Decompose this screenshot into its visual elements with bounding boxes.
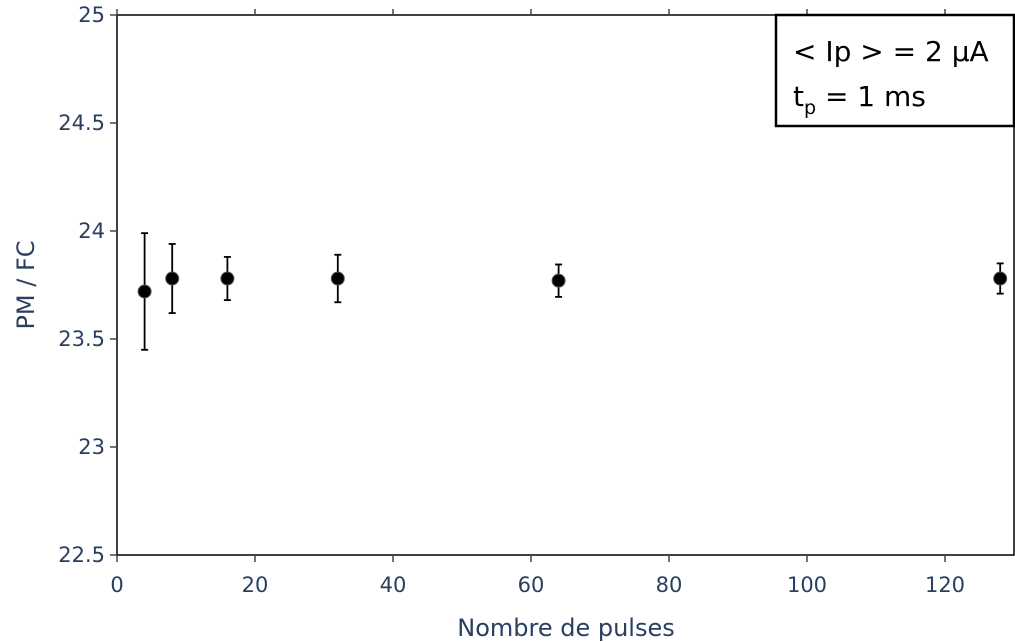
data-point [220, 271, 235, 286]
y-tick-label: 22.5 [58, 543, 105, 567]
x-tick-label: 100 [787, 573, 827, 597]
x-tick-label: 80 [656, 573, 683, 597]
x-tick-label: 120 [925, 573, 965, 597]
x-tick-label: 20 [242, 573, 269, 597]
y-tick-label: 24.5 [58, 111, 105, 135]
data-points [137, 232, 1008, 351]
y-tick-label: 25 [78, 3, 105, 27]
x-tick-label: 40 [380, 573, 407, 597]
data-point-group [137, 232, 152, 351]
y-tick-label: 23 [78, 435, 105, 459]
data-point-group [551, 263, 566, 298]
data-point-group [165, 243, 180, 314]
annotation-subscript: p [804, 97, 816, 119]
annotation-frame [774, 13, 1015, 128]
data-point [551, 273, 566, 288]
x-tick-label: 0 [110, 573, 123, 597]
annotation-pulse-duration: tp = 1 ms [793, 80, 926, 119]
data-point-group [993, 262, 1008, 295]
data-point [137, 284, 152, 299]
annotation-t: t [793, 80, 804, 113]
annotation-box: < Ip > = 2 μA tp = 1 ms [774, 13, 1015, 128]
annotation-value: = 1 ms [816, 80, 926, 113]
plot-frame [116, 14, 1015, 556]
axes: 0 20 40 60 80 100 120 22.5 23 23.5 24 24.5 25 [58, 3, 1015, 597]
data-point-group [330, 253, 345, 304]
y-tick-label: 24 [78, 219, 105, 243]
x-axis-title: Nombre de pulses [457, 614, 675, 642]
x-tick-label: 60 [518, 573, 545, 597]
data-point [993, 271, 1008, 286]
data-point [165, 271, 180, 286]
annotation-current: < Ip > = 2 μA [793, 35, 989, 68]
data-point [330, 271, 345, 286]
y-tick-label: 23.5 [58, 327, 105, 351]
data-point-group [220, 256, 235, 302]
y-axis-title: PM / FC [12, 240, 40, 329]
